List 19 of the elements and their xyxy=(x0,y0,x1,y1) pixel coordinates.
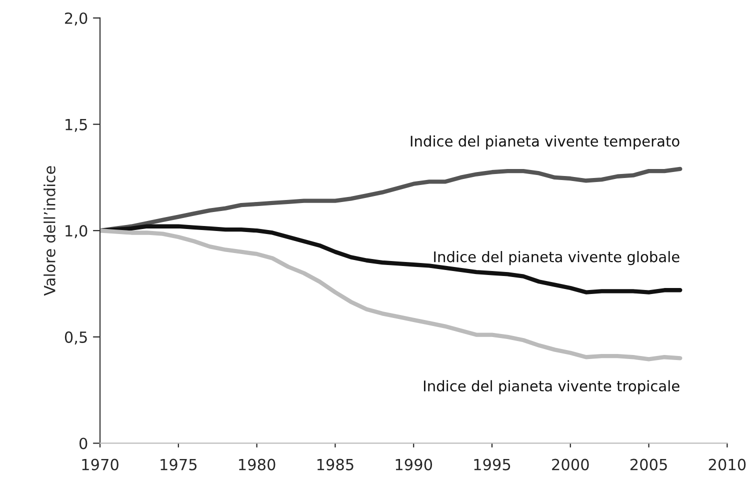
y-tick-label: 1,5 xyxy=(66,118,87,132)
x-tick-label: 1970 xyxy=(82,458,118,470)
x-tick-label: 1995 xyxy=(474,458,510,470)
series-label: Indice del pianeta vivente temperato xyxy=(410,135,680,150)
x-tick-label: 1975 xyxy=(160,458,197,470)
x-tick-label: 2005 xyxy=(630,458,667,470)
line-series xyxy=(100,228,682,362)
x-tick-label: 1985 xyxy=(317,458,354,470)
y-tick-label: 0 xyxy=(79,438,88,450)
series-label: Indice del pianeta vivente tropicale xyxy=(424,380,680,394)
y-axis-title: Valore dell’indice xyxy=(44,166,56,296)
y-tick-label: 1,0 xyxy=(66,225,88,238)
y-tick-label: 0,5 xyxy=(64,331,87,344)
x-tick-label: 1990 xyxy=(396,458,432,470)
series-label: Indice del pianeta vivente globale xyxy=(434,251,680,266)
x-tick-label: 2000 xyxy=(552,458,589,470)
x-tick-label: 1980 xyxy=(239,458,276,470)
x-tick-label: 2010 xyxy=(708,458,746,470)
y-tick-label: 2,0 xyxy=(65,12,88,26)
